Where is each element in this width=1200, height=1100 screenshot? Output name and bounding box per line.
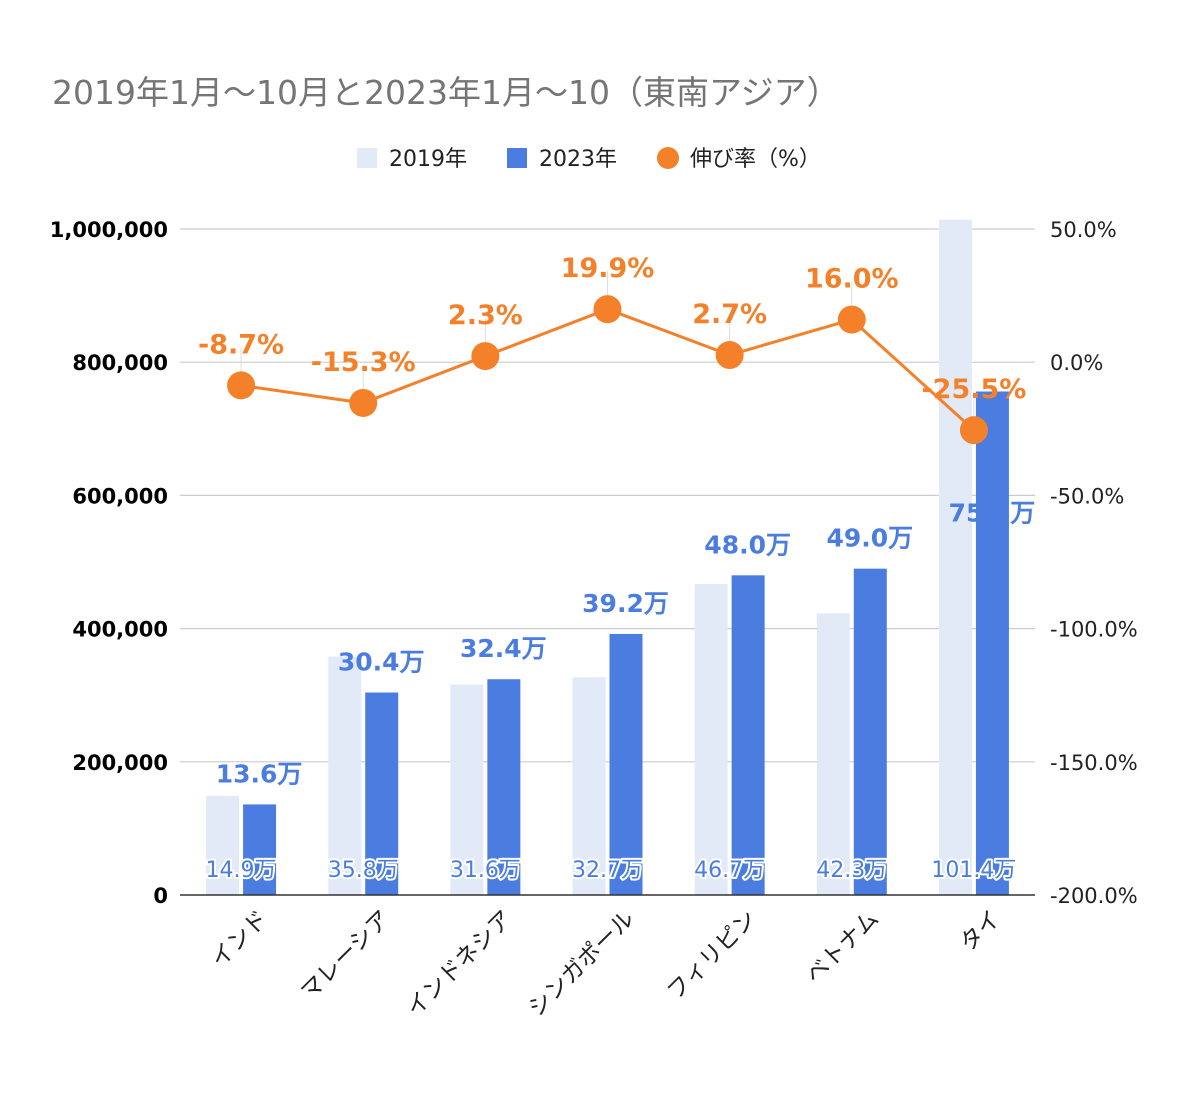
bar-2019 [816, 613, 850, 895]
growth-line [227, 271, 988, 445]
y-right-tick-label: -100.0% [1050, 618, 1138, 642]
label-2023: 13.6万 [216, 759, 303, 788]
y-left-tick-label: 200,000 [72, 751, 168, 775]
bar-2019 [328, 656, 362, 895]
legend-swatch [357, 148, 377, 168]
bar-2023 [609, 633, 643, 895]
label-2019: 31.6万 [450, 858, 521, 883]
label-growth: 19.9% [561, 253, 655, 284]
label-2019: 42.3万 [816, 858, 887, 883]
legend-label: 2023年 [539, 147, 617, 172]
x-tick-label: マレーシア [296, 906, 395, 1005]
label-2019: 46.7万 [694, 858, 765, 883]
x-tick-label: ベトナム [801, 906, 884, 989]
label-2019: 101.4万 [931, 858, 1016, 883]
y-right-tick-label: 50.0% [1050, 218, 1117, 242]
data-labels: 14.9万 35.8万 31.6万 32.7万 46.7万 42.3万 101.4万 13.6… [198, 253, 1036, 885]
bar-2023 [731, 575, 765, 895]
bar-2019 [206, 795, 240, 895]
gridlines [180, 228, 1035, 763]
legend-label: 伸び率（%） [690, 147, 821, 172]
label-growth: -15.3% [311, 347, 416, 378]
y-left-tick-label: 600,000 [72, 484, 168, 508]
bar-2019 [572, 677, 606, 895]
x-tick-label: フィリピン [663, 906, 762, 1005]
growth-point [593, 295, 622, 324]
growth-point [837, 305, 866, 334]
y-right-tick-label: -50.0% [1050, 484, 1124, 508]
label-growth: 16.0% [805, 264, 899, 295]
x-tick-label: タイ [955, 906, 1006, 957]
label-growth: -25.5% [921, 374, 1026, 405]
bar-2023 [487, 679, 521, 895]
x-tick-label: シンガポール [524, 906, 640, 1022]
growth-point [715, 341, 744, 370]
legend-label: 2019年 [389, 147, 467, 172]
bar-2023 [853, 568, 887, 895]
bar-2019 [694, 583, 728, 895]
label-2019: 32.7万 [572, 858, 643, 883]
y-left-tick-label: 400,000 [72, 618, 168, 642]
legend-swatch [507, 148, 527, 168]
y-tick-labels: 0 200,000 400,000 600,000 800,000 1,000,000 -2… [50, 218, 1138, 908]
label-2023: 48.0万 [704, 530, 791, 559]
y-left-tick-label: 800,000 [72, 351, 168, 375]
label-growth: 2.3% [448, 300, 523, 331]
bar-2019 [938, 219, 972, 895]
label-2023: 75.6万 [949, 499, 1036, 528]
legend: 2019年 2023年 伸び率（%） [357, 147, 821, 172]
bar-2023 [975, 391, 1009, 895]
label-growth: 2.7% [692, 299, 767, 330]
bars [206, 219, 1009, 895]
growth-point [349, 388, 378, 417]
y-right-tick-label: -200.0% [1050, 884, 1138, 908]
x-tick-label: インドネシア [402, 906, 518, 1022]
label-2023: 32.4万 [460, 634, 547, 663]
x-tick-labels: インド マレーシア インドネシア シンガポール フィリピン ベトナム タイ [206, 906, 1006, 1022]
y-right-tick-label: 0.0% [1050, 351, 1103, 375]
growth-point [959, 416, 988, 445]
bar-2019 [450, 684, 484, 895]
legend-swatch [657, 147, 679, 169]
label-2023: 39.2万 [582, 589, 669, 618]
growth-point [227, 371, 256, 400]
chart-title: 2019年1月～10月と2023年1月～10（東南アジア） [52, 73, 840, 112]
label-2023: 49.0万 [826, 524, 913, 553]
label-2019: 14.9万 [206, 858, 277, 883]
y-right-tick-label: -150.0% [1050, 751, 1138, 775]
bar-2023 [365, 692, 399, 895]
label-2019: 35.8万 [328, 858, 399, 883]
y-left-tick-label: 0 [153, 884, 168, 908]
bar-2023 [243, 804, 277, 895]
growth-point [471, 342, 500, 371]
x-tick-label: インド [206, 906, 273, 973]
y-left-tick-label: 1,000,000 [50, 218, 168, 242]
label-growth: -8.7% [198, 329, 284, 360]
label-2023: 30.4万 [338, 648, 425, 677]
